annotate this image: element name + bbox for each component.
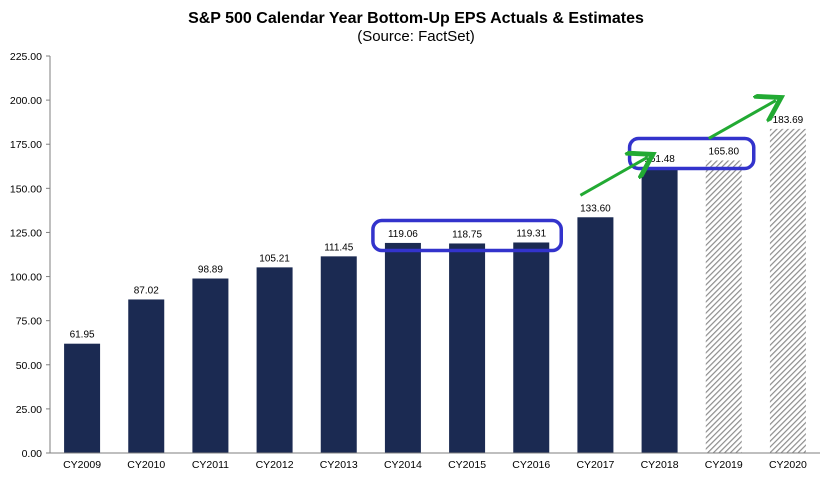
annotations (371, 100, 776, 253)
x-tick-label: CY2016 (512, 459, 550, 471)
x-tick-label: CY2010 (127, 459, 165, 471)
data-label-cy2017: 133.60 (580, 203, 611, 214)
trend-arrow (579, 157, 647, 197)
bar-cy2019 (705, 160, 742, 453)
bar-cy2016 (513, 242, 550, 453)
x-tick-label: CY2013 (320, 459, 358, 471)
y-tick-label: 75.00 (16, 316, 42, 328)
bar-cy2012 (256, 267, 293, 453)
bar-cy2009 (64, 343, 101, 453)
trend-arrow (708, 100, 776, 140)
bars: 61.95 87.02 98.89 105.21 111.45 119.06 118.75 1… (64, 115, 806, 453)
x-tick-label: CY2019 (705, 459, 743, 471)
y-axis: 0.00 25.00 50.00 75.00 100.00 125.00 150.00 175… (10, 51, 51, 460)
x-tick-label: CY2012 (256, 459, 294, 471)
bar-cy2018 (641, 168, 678, 453)
data-label-cy2011: 98.89 (198, 265, 223, 276)
data-label-cy2018: 161.48 (644, 154, 675, 165)
bar-cy2011 (192, 278, 229, 453)
data-label-cy2012: 105.21 (259, 253, 290, 264)
highlight-box (371, 218, 563, 253)
x-tick-label: CY2018 (641, 459, 679, 471)
x-tick-label: CY2015 (448, 459, 486, 471)
data-label-cy2016: 119.31 (516, 228, 546, 239)
y-tick-label: 175.00 (10, 139, 42, 151)
bar-cy2020 (769, 128, 806, 453)
y-tick-label: 200.00 (10, 95, 42, 107)
x-tick-label: CY2020 (769, 459, 807, 471)
bar-cy2015 (449, 243, 486, 453)
y-tick-label: 125.00 (10, 227, 42, 239)
y-tick-label: 0.00 (22, 448, 43, 460)
bar-cy2013 (320, 256, 357, 453)
data-label-cy2020: 183.69 (773, 115, 804, 126)
y-tick-label: 100.00 (10, 272, 42, 284)
data-label-cy2015: 118.75 (452, 229, 482, 240)
data-label-cy2010: 87.02 (134, 285, 159, 296)
x-tick-label: CY2009 (63, 459, 101, 471)
x-tick-label: CY2011 (192, 459, 229, 471)
bar-cy2014 (384, 242, 421, 453)
x-tick-label: CY2017 (576, 459, 614, 471)
data-label-cy2019: 165.80 (708, 146, 739, 157)
x-axis: CY2009 CY2010 CY2011 CY2012 CY2013 CY2014 CY20… (50, 452, 820, 471)
x-tick-label: CY2014 (384, 459, 422, 471)
bar-cy2017 (577, 217, 614, 453)
y-tick-label: 50.00 (16, 360, 42, 372)
bar-cy2010 (128, 299, 165, 453)
y-tick-label: 150.00 (10, 183, 42, 195)
data-label-cy2009: 61.95 (70, 330, 95, 341)
data-label-cy2013: 111.45 (324, 242, 354, 253)
y-tick-label: 225.00 (10, 51, 42, 63)
chart-title: S&P 500 Calendar Year Bottom-Up EPS Actu… (188, 10, 644, 27)
data-label-cy2014: 119.06 (388, 229, 418, 240)
y-tick-label: 25.00 (16, 404, 42, 416)
chart-subtitle: (Source: FactSet) (357, 28, 475, 45)
